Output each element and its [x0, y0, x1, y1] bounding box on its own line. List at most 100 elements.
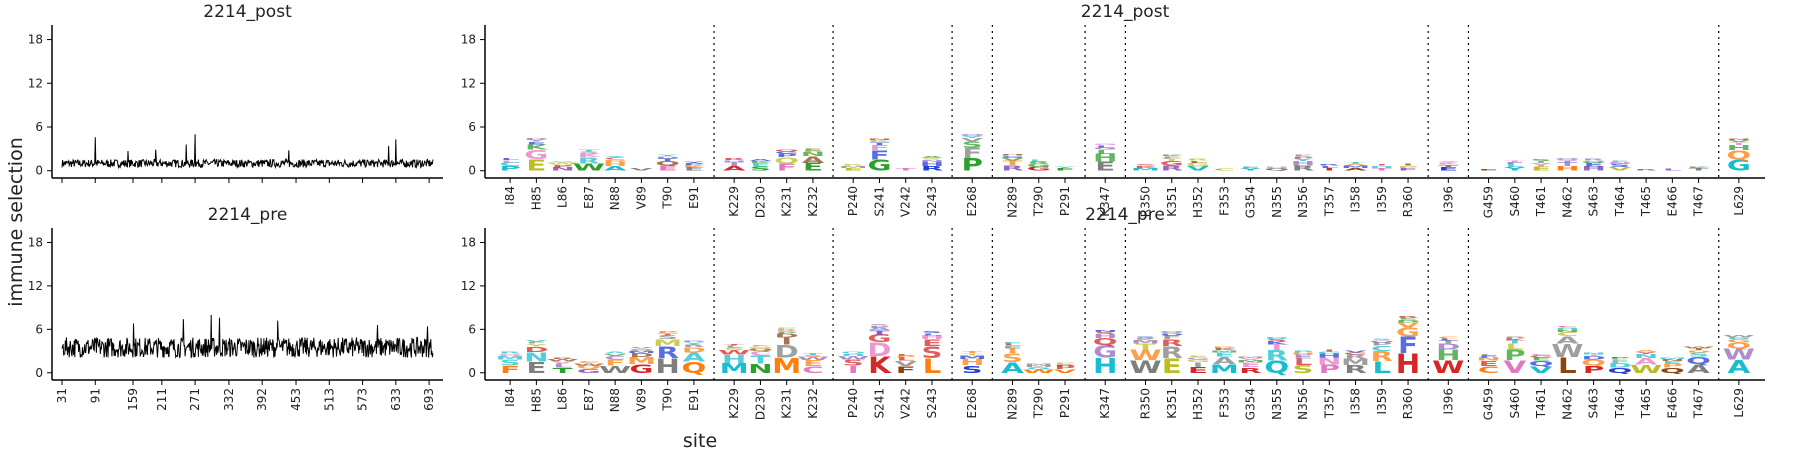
logo-letter: D: [1686, 350, 1710, 353]
x-tick-label: F353: [1217, 186, 1231, 216]
logo-letter: W: [837, 355, 869, 360]
logo-letter: E: [1241, 361, 1261, 368]
logo-letter: S: [657, 335, 678, 341]
logo-letter: C: [1530, 354, 1551, 356]
x-tick-label: N289: [1005, 388, 1019, 420]
x-tick-label: S463: [1587, 186, 1601, 217]
logo-letter: C: [750, 350, 771, 357]
logo-letter: S: [921, 343, 942, 362]
x-tick-label: K351: [1165, 388, 1179, 419]
logo-letter: P: [895, 355, 916, 358]
panel-2: 2214_post061218PCLLI84EGKEYDH85NPWGL86WR…: [461, 2, 1765, 218]
logo-letter: N: [867, 138, 891, 140]
x-tick-label: I359: [1375, 388, 1389, 414]
logo-letter: L: [1663, 168, 1682, 171]
logo-letter: R: [578, 156, 601, 166]
logo-letter: R: [1239, 366, 1262, 375]
x-tick-label: T461: [1534, 186, 1548, 217]
logo-letter: M: [1131, 167, 1160, 171]
logo-letter: A: [1001, 360, 1024, 376]
logo-letter: F: [605, 358, 625, 368]
logo-letter: A: [921, 156, 944, 158]
logo-letter: D: [524, 346, 548, 354]
x-tick-label: E87: [582, 186, 596, 209]
x-tick-label: 332: [222, 388, 236, 411]
logo-letter: V: [1609, 166, 1633, 171]
logo-letter: S: [962, 140, 983, 149]
logo-letter: L: [1096, 145, 1115, 148]
logo-letter: G: [1000, 155, 1024, 158]
logo-letter: W: [573, 363, 605, 366]
logo-letter: N: [1476, 357, 1500, 362]
logo-letter: Q: [1264, 167, 1289, 171]
logo-letter: P: [1292, 350, 1313, 353]
x-tick-label: K231: [780, 186, 794, 217]
logo-letter: C: [499, 161, 520, 167]
logo-letter: H: [1093, 333, 1117, 339]
logo-letter: E: [1584, 162, 1604, 168]
logo-letter: Q: [1529, 360, 1554, 369]
logo-letter: T: [724, 344, 744, 346]
x-tick-label: T461: [1534, 388, 1548, 419]
logo-letter: Y: [603, 156, 627, 158]
logo-letter: V: [525, 340, 548, 342]
logo-letter: P: [1662, 362, 1683, 369]
logo-letter: A: [1728, 357, 1751, 377]
logo-letter: S: [1531, 159, 1552, 162]
x-tick-label: I84: [503, 388, 517, 407]
logo-letter: T: [869, 329, 890, 336]
y-tick-label: 18: [28, 33, 43, 47]
logo-letter: I: [729, 161, 740, 167]
logo-letter: N: [550, 167, 574, 172]
logo-letter: H: [1093, 153, 1117, 165]
logo-letter: R: [1635, 169, 1658, 171]
logo-letter: I: [1271, 343, 1282, 352]
x-tick-label: H352: [1191, 186, 1205, 218]
logo-letter: F: [1479, 355, 1499, 358]
x-tick-label: I84: [503, 186, 517, 205]
x-tick-label: K351: [1165, 186, 1179, 217]
logo-letter: S: [962, 364, 983, 376]
logo-letter: S: [1609, 164, 1630, 169]
logo-letter: S: [500, 358, 521, 368]
logo-letter: D: [1581, 356, 1605, 361]
logo-letter: C: [1214, 168, 1235, 171]
logo-letter: P: [1583, 364, 1605, 375]
x-tick-label: S460: [1508, 186, 1522, 217]
logo-letter: E: [1398, 317, 1418, 320]
logo-letter: A: [604, 351, 627, 354]
x-tick-label: T464: [1613, 388, 1627, 419]
logo-letter: S: [1095, 331, 1116, 334]
logo-letter: Y: [1529, 163, 1553, 168]
logo-letter: R: [551, 358, 574, 360]
logo-letter: W: [1023, 369, 1055, 374]
logo-letter: F: [896, 365, 916, 375]
logo-letter: E: [750, 163, 770, 168]
logo-letter: H: [1581, 165, 1605, 172]
logo-letter: L: [923, 333, 942, 336]
y-tick-label: 6: [35, 322, 43, 336]
logo-letter: T: [553, 367, 574, 375]
logo-letter: E: [1002, 342, 1022, 344]
logo-letter: H: [1727, 144, 1752, 152]
logo-letter: E: [684, 167, 704, 172]
logo-letter: L: [1294, 357, 1313, 367]
logo-letter: H: [1291, 160, 1315, 167]
x-tick-label: T467: [1692, 186, 1706, 217]
x-tick-label: S243: [925, 186, 939, 217]
logo-letter: Y: [1291, 158, 1315, 162]
x-tick-label: F353: [1217, 388, 1231, 418]
logo-letter: T: [869, 142, 890, 146]
x-tick-label: G354: [1244, 388, 1258, 420]
x-tick-label: K347: [1098, 388, 1112, 419]
logo-letter: L: [1003, 343, 1022, 346]
logo-letter: Q: [1264, 357, 1289, 376]
logo-letter: S: [1002, 351, 1023, 365]
series-line: [61, 314, 434, 359]
logo-letter: L: [1029, 159, 1048, 162]
logo-letter: A: [1344, 163, 1367, 166]
logo-letter: T: [1557, 161, 1578, 167]
logo-letter: I: [848, 364, 859, 375]
logo-letter: T: [658, 333, 679, 336]
